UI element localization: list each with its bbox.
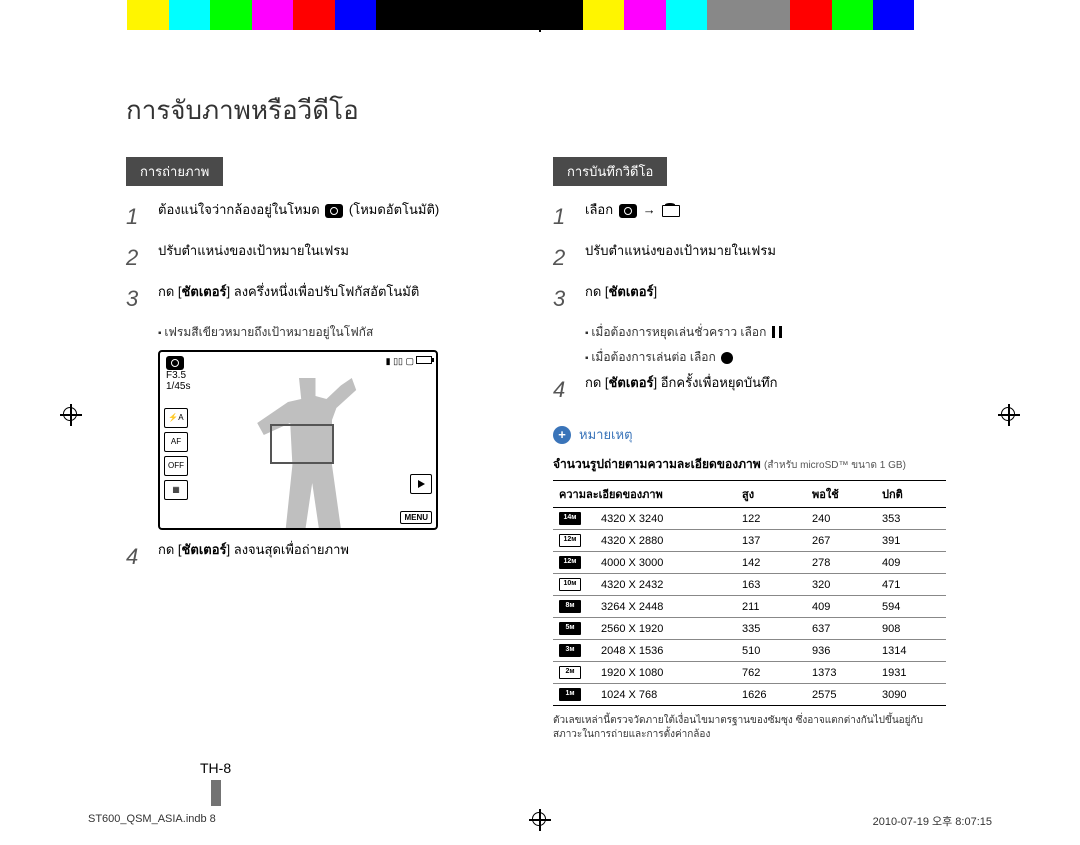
t: ] ลงครึ่งหนึ่งเพื่อปรับโฟกัสอัตโนมัติ: [227, 284, 420, 299]
vstep-2: 2ปรับตำแหน่งของเป้าหมายในเฟรม: [553, 241, 946, 274]
note-label: หมายเหตุ: [579, 424, 633, 445]
step-3: 3 กด [ชัตเตอร์] ลงครึ่งหนึ่งเพื่อปรับโฟก…: [126, 282, 519, 315]
t: ปรับตำแหน่งของเป้าหมายในเฟรม: [585, 241, 776, 261]
note-bar: + หมายเหตุ: [553, 424, 946, 445]
record-icon: [721, 352, 733, 364]
camera-icon: [619, 204, 637, 218]
table-row: 3м2048 X 15365109361314: [553, 640, 946, 662]
t: ] ลงจนสุดเพื่อถ่ายภาพ: [227, 542, 349, 557]
step-1: 1 ต้องแน่ใจว่ากล้องอยู่ในโหมด (โหมดอัตโน…: [126, 200, 519, 233]
vstep-1: 1 เลือก →: [553, 200, 946, 233]
osd-exposure: F3.51/45s: [166, 356, 190, 392]
t: ] อีกครั้งเพื่อหยุดบันทึก: [654, 375, 778, 390]
t: เลือก: [585, 202, 617, 217]
table-caption: จำนวนรูปถ่ายตามความละเอียดของภาพ (สำหรับ…: [553, 455, 946, 474]
vstep-3: 3 กด [ชัตเตอร์]: [553, 282, 946, 315]
t: ต้องแน่ใจว่ากล้องอยู่ในโหมด: [158, 202, 323, 217]
reg-mark: [998, 404, 1020, 426]
t: ปรับตำแหน่งของเป้าหมายในเฟรม: [158, 241, 349, 261]
table-row: 12м4320 X 2880137267391: [553, 530, 946, 552]
vstep-4: 4 กด [ชัตเตอร์] อีกครั้งเพื่อหยุดบันทึก: [553, 373, 946, 406]
plus-icon: +: [553, 426, 571, 444]
t: ชัตเตอร์: [182, 284, 227, 299]
table-row: 1м1024 X 768162625753090: [553, 684, 946, 706]
vstep-3a: เมื่อต้องการหยุดเล่นชั่วคราว เลือก: [585, 323, 946, 342]
step-2: 2ปรับตำแหน่งของเป้าหมายในเฟรม: [126, 241, 519, 274]
col-video: การบันทึกวิดีโอ 1 เลือก → 2ปรับตำแหน่งขอ…: [553, 157, 946, 742]
footer-file: ST600_QSM_ASIA.indb 8: [88, 813, 216, 829]
camera-icon: [325, 204, 343, 218]
footer: ST600_QSM_ASIA.indb 8 2010-07-19 오후 8:07…: [88, 813, 992, 829]
vstep-3b: เมื่อต้องการเล่นต่อ เลือก: [585, 348, 946, 367]
table-row: 12м4000 X 3000142278409: [553, 552, 946, 574]
osd-left-icons: ⚡AAFOFF▦: [164, 408, 188, 500]
table-row: 8м3264 X 2448211409594: [553, 596, 946, 618]
movie-icon: [662, 205, 680, 217]
t: กด [: [158, 542, 182, 557]
t: ]: [654, 284, 658, 299]
lcd-preview: F3.51/45s ⚡AAFOFF▦ ▮ ▯▯ ▢ MENU: [158, 350, 438, 530]
footer-date: 2010-07-19 오후 8:07:15: [873, 813, 992, 829]
play-icon: [410, 474, 432, 494]
t: ชัตเตอร์: [182, 542, 227, 557]
table-row: 5м2560 X 1920335637908: [553, 618, 946, 640]
osd-top-right: ▮ ▯▯ ▢: [386, 356, 432, 367]
t: กด [: [158, 284, 182, 299]
tab-video: การบันทึกวิดีโอ: [553, 157, 667, 186]
tab-photos: การถ่ายภาพ: [126, 157, 223, 186]
t: กด [: [585, 375, 609, 390]
t: กด [: [585, 284, 609, 299]
t: ชัตเตอร์: [609, 375, 654, 390]
arrow-icon: →: [643, 202, 656, 217]
step-3-sub: เฟรมสีเขียวหมายถึงเป้าหมายอยู่ในโฟกัส: [158, 323, 519, 342]
menu-icon: MENU: [400, 511, 432, 524]
table-footnote: ตัวเลขเหล่านี้ตรวจวัดภายใต้เงื่อนไขมาตรฐ…: [553, 714, 946, 742]
t: (โหมดอัตโนมัติ): [345, 202, 439, 217]
page-body: การจับภาพหรือวีดีโอ การถ่ายภาพ 1 ต้องแน่…: [126, 90, 946, 742]
page-title: การจับภาพหรือวีดีโอ: [126, 90, 946, 131]
step-4: 4 กด [ชัตเตอร์] ลงจนสุดเพื่อถ่ายภาพ: [126, 540, 519, 573]
table-row: 2м1920 X 108076213731931: [553, 662, 946, 684]
pause-icon: [772, 326, 782, 340]
reg-mark: [60, 404, 82, 426]
resolution-table: ความละเอียดของภาพสูงพอใช้ปกติ 14м4320 X …: [553, 480, 946, 706]
table-row: 14м4320 X 3240122240353: [553, 508, 946, 530]
table-row: 10м4320 X 2432163320471: [553, 574, 946, 596]
focus-frame: [270, 424, 334, 464]
page-number: TH-8: [200, 760, 231, 806]
col-photos: การถ่ายภาพ 1 ต้องแน่ใจว่ากล้องอยู่ในโหมด…: [126, 157, 519, 742]
t: ชัตเตอร์: [609, 284, 654, 299]
print-colorbar: [86, 0, 956, 30]
